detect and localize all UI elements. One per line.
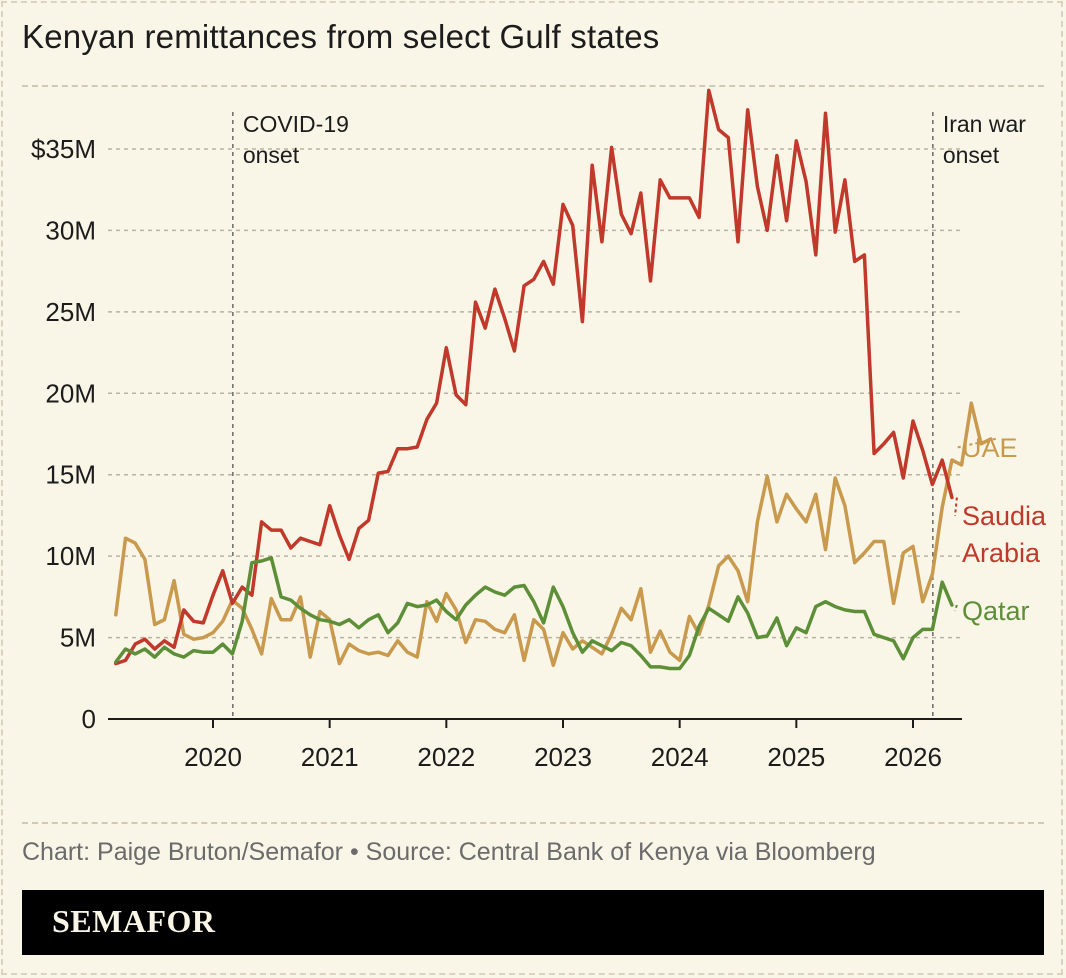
y-tick-label: 25M [45,297,96,327]
line-chart: 0 5M 10M 15M 20M 25M 30M $35M 2020 2021 2022 2023 20… [31,88,1047,772]
y-tick-label: $35M [31,134,96,164]
series-label: Saudia [962,501,1047,531]
x-tick-label: 2023 [534,742,592,772]
top-divider [22,85,1044,87]
x-tick-label: 2025 [767,742,825,772]
series-leader [954,437,996,449]
series-label: UAE [962,433,1018,463]
annotation-label: onset [243,142,300,168]
x-tick-label: 2022 [417,742,475,772]
series-leader [954,604,958,612]
y-tick-label: 30M [45,215,96,245]
y-tick-label: 20M [45,378,96,408]
brand-logo: SEMAFOR [52,903,216,939]
y-tick-label: 15M [45,460,96,490]
annotation-label: COVID-19 [243,111,349,137]
series-label: Arabia [962,538,1041,568]
series-line-saudi-arabia [114,88,954,666]
series-leader [954,497,958,517]
annotation-label: Iran war [943,111,1026,137]
brand-bar: SEMAFOR [22,890,1044,955]
y-tick-label: 10M [45,541,96,571]
series-label: Qatar [962,596,1030,626]
x-tick-label: 2021 [301,742,359,772]
x-tick-label: 2026 [884,742,942,772]
chart-title: Kenyan remittances from select Gulf stat… [22,18,660,55]
series-line-qatar [114,556,954,671]
y-tick-label: 5M [60,623,96,653]
annotation-label: onset [943,142,1000,168]
bottom-divider [22,822,1044,824]
x-tick-label: 2020 [184,742,242,772]
x-tick-label: 2024 [651,742,709,772]
chart-credit: Chart: Paige Bruton/Semafor • Source: Ce… [22,838,876,866]
y-tick-label: 0 [82,704,96,734]
series-line-uae [114,401,993,668]
